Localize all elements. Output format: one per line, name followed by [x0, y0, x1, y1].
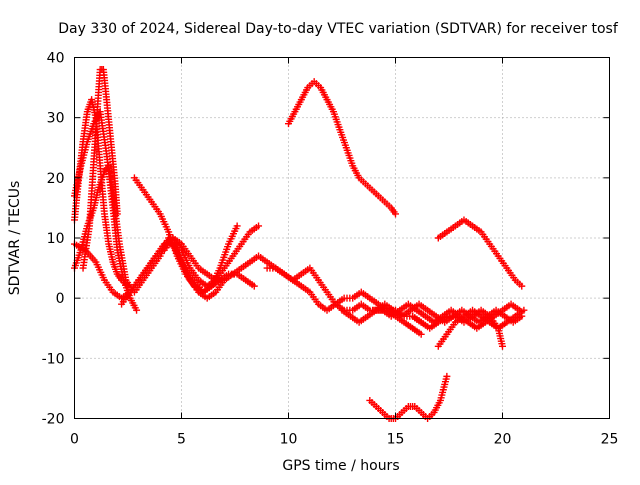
data-point [233, 222, 241, 230]
y-tick-label: 30 [47, 111, 65, 127]
chart-title: Day 330 of 2024, Sidereal Day-to-day VTE… [58, 21, 619, 37]
y-tick-label: 40 [47, 51, 65, 67]
x-tick-label: 15 [387, 432, 405, 448]
series-sat-p [409, 306, 506, 350]
data-marks [71, 66, 528, 422]
series-sat-o [434, 216, 526, 290]
y-tick-label: 20 [47, 171, 65, 187]
data-point [518, 282, 526, 290]
y-tick-label: -10 [42, 351, 65, 367]
y-axis-label: SDTVAR / TECUs [7, 181, 23, 296]
x-tick-label: 5 [177, 432, 186, 448]
x-tick-label: 25 [601, 432, 619, 448]
data-point [520, 306, 528, 314]
data-point [392, 210, 399, 218]
data-point [417, 330, 425, 338]
axis-ticks: 0 5 10 15 20 25 -20 -10 0 10 20 30 40 [42, 51, 619, 448]
data-point [255, 222, 263, 230]
data-point [250, 282, 258, 290]
x-tick-label: 20 [494, 432, 512, 448]
series-sat-d [71, 162, 241, 296]
series-sat-h [160, 234, 425, 338]
data-point [133, 306, 141, 314]
y-tick-label: 10 [47, 231, 65, 247]
y-tick-label: -20 [42, 412, 65, 428]
x-tick-label: 10 [280, 432, 298, 448]
series-sat-m [366, 372, 451, 422]
series-sat-j [285, 78, 399, 218]
grid [74, 57, 610, 419]
data-point [443, 372, 451, 380]
y-tick-label: 0 [56, 291, 65, 307]
data-point [499, 342, 506, 350]
x-axis-label: GPS time / hours [282, 458, 399, 474]
x-tick-label: 0 [70, 432, 79, 448]
